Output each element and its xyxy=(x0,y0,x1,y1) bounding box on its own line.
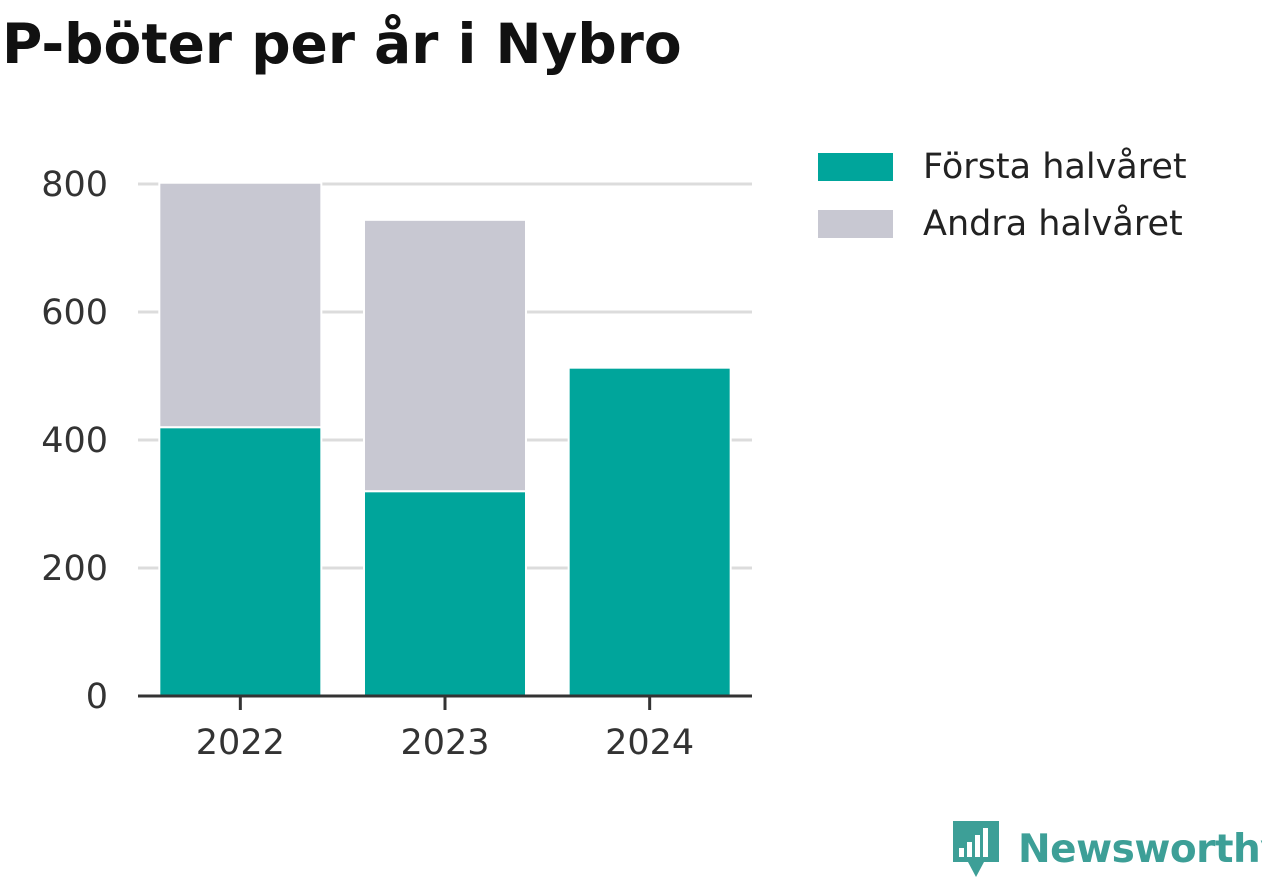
legend-item-second-half: Andra halvåret xyxy=(818,195,1187,252)
chart-legend: Första halvåret Andra halvåret xyxy=(818,138,1187,252)
x-tick-label-2024: 2024 xyxy=(605,723,694,763)
x-tick-label-2023: 2023 xyxy=(400,723,489,763)
newsworthy-logo-icon xyxy=(953,821,999,877)
y-tick-label-800: 800 xyxy=(41,165,108,205)
legend-label-second-half: Andra halvåret xyxy=(923,203,1183,244)
newsworthy-brand: Newsworthy xyxy=(950,818,1262,880)
y-tick-label-600: 600 xyxy=(41,293,108,333)
x-tick-label-2022: 2022 xyxy=(196,723,285,763)
y-tick-label-0: 0 xyxy=(86,677,108,717)
legend-swatch-second-half xyxy=(818,209,893,238)
bar-2022-series-1 xyxy=(158,426,323,697)
bar-2023-series-2 xyxy=(363,218,527,493)
y-tick-label-200: 200 xyxy=(41,549,108,589)
legend-label-first-half: Första halvåret xyxy=(923,146,1187,187)
bar-2022-series-2 xyxy=(158,181,323,429)
bar-2023-series-1 xyxy=(363,490,527,698)
brand-name: Newsworthy xyxy=(1018,826,1262,872)
chart-title: P-böter per år i Nybro xyxy=(2,12,682,76)
bar-chart: 0 200 400 600 800 2022 2023 2024 xyxy=(41,165,752,763)
legend-swatch-first-half xyxy=(818,152,893,181)
legend-item-first-half: Första halvåret xyxy=(818,138,1187,195)
y-tick-label-400: 400 xyxy=(41,421,108,461)
bar-2024-series-1 xyxy=(567,366,732,697)
